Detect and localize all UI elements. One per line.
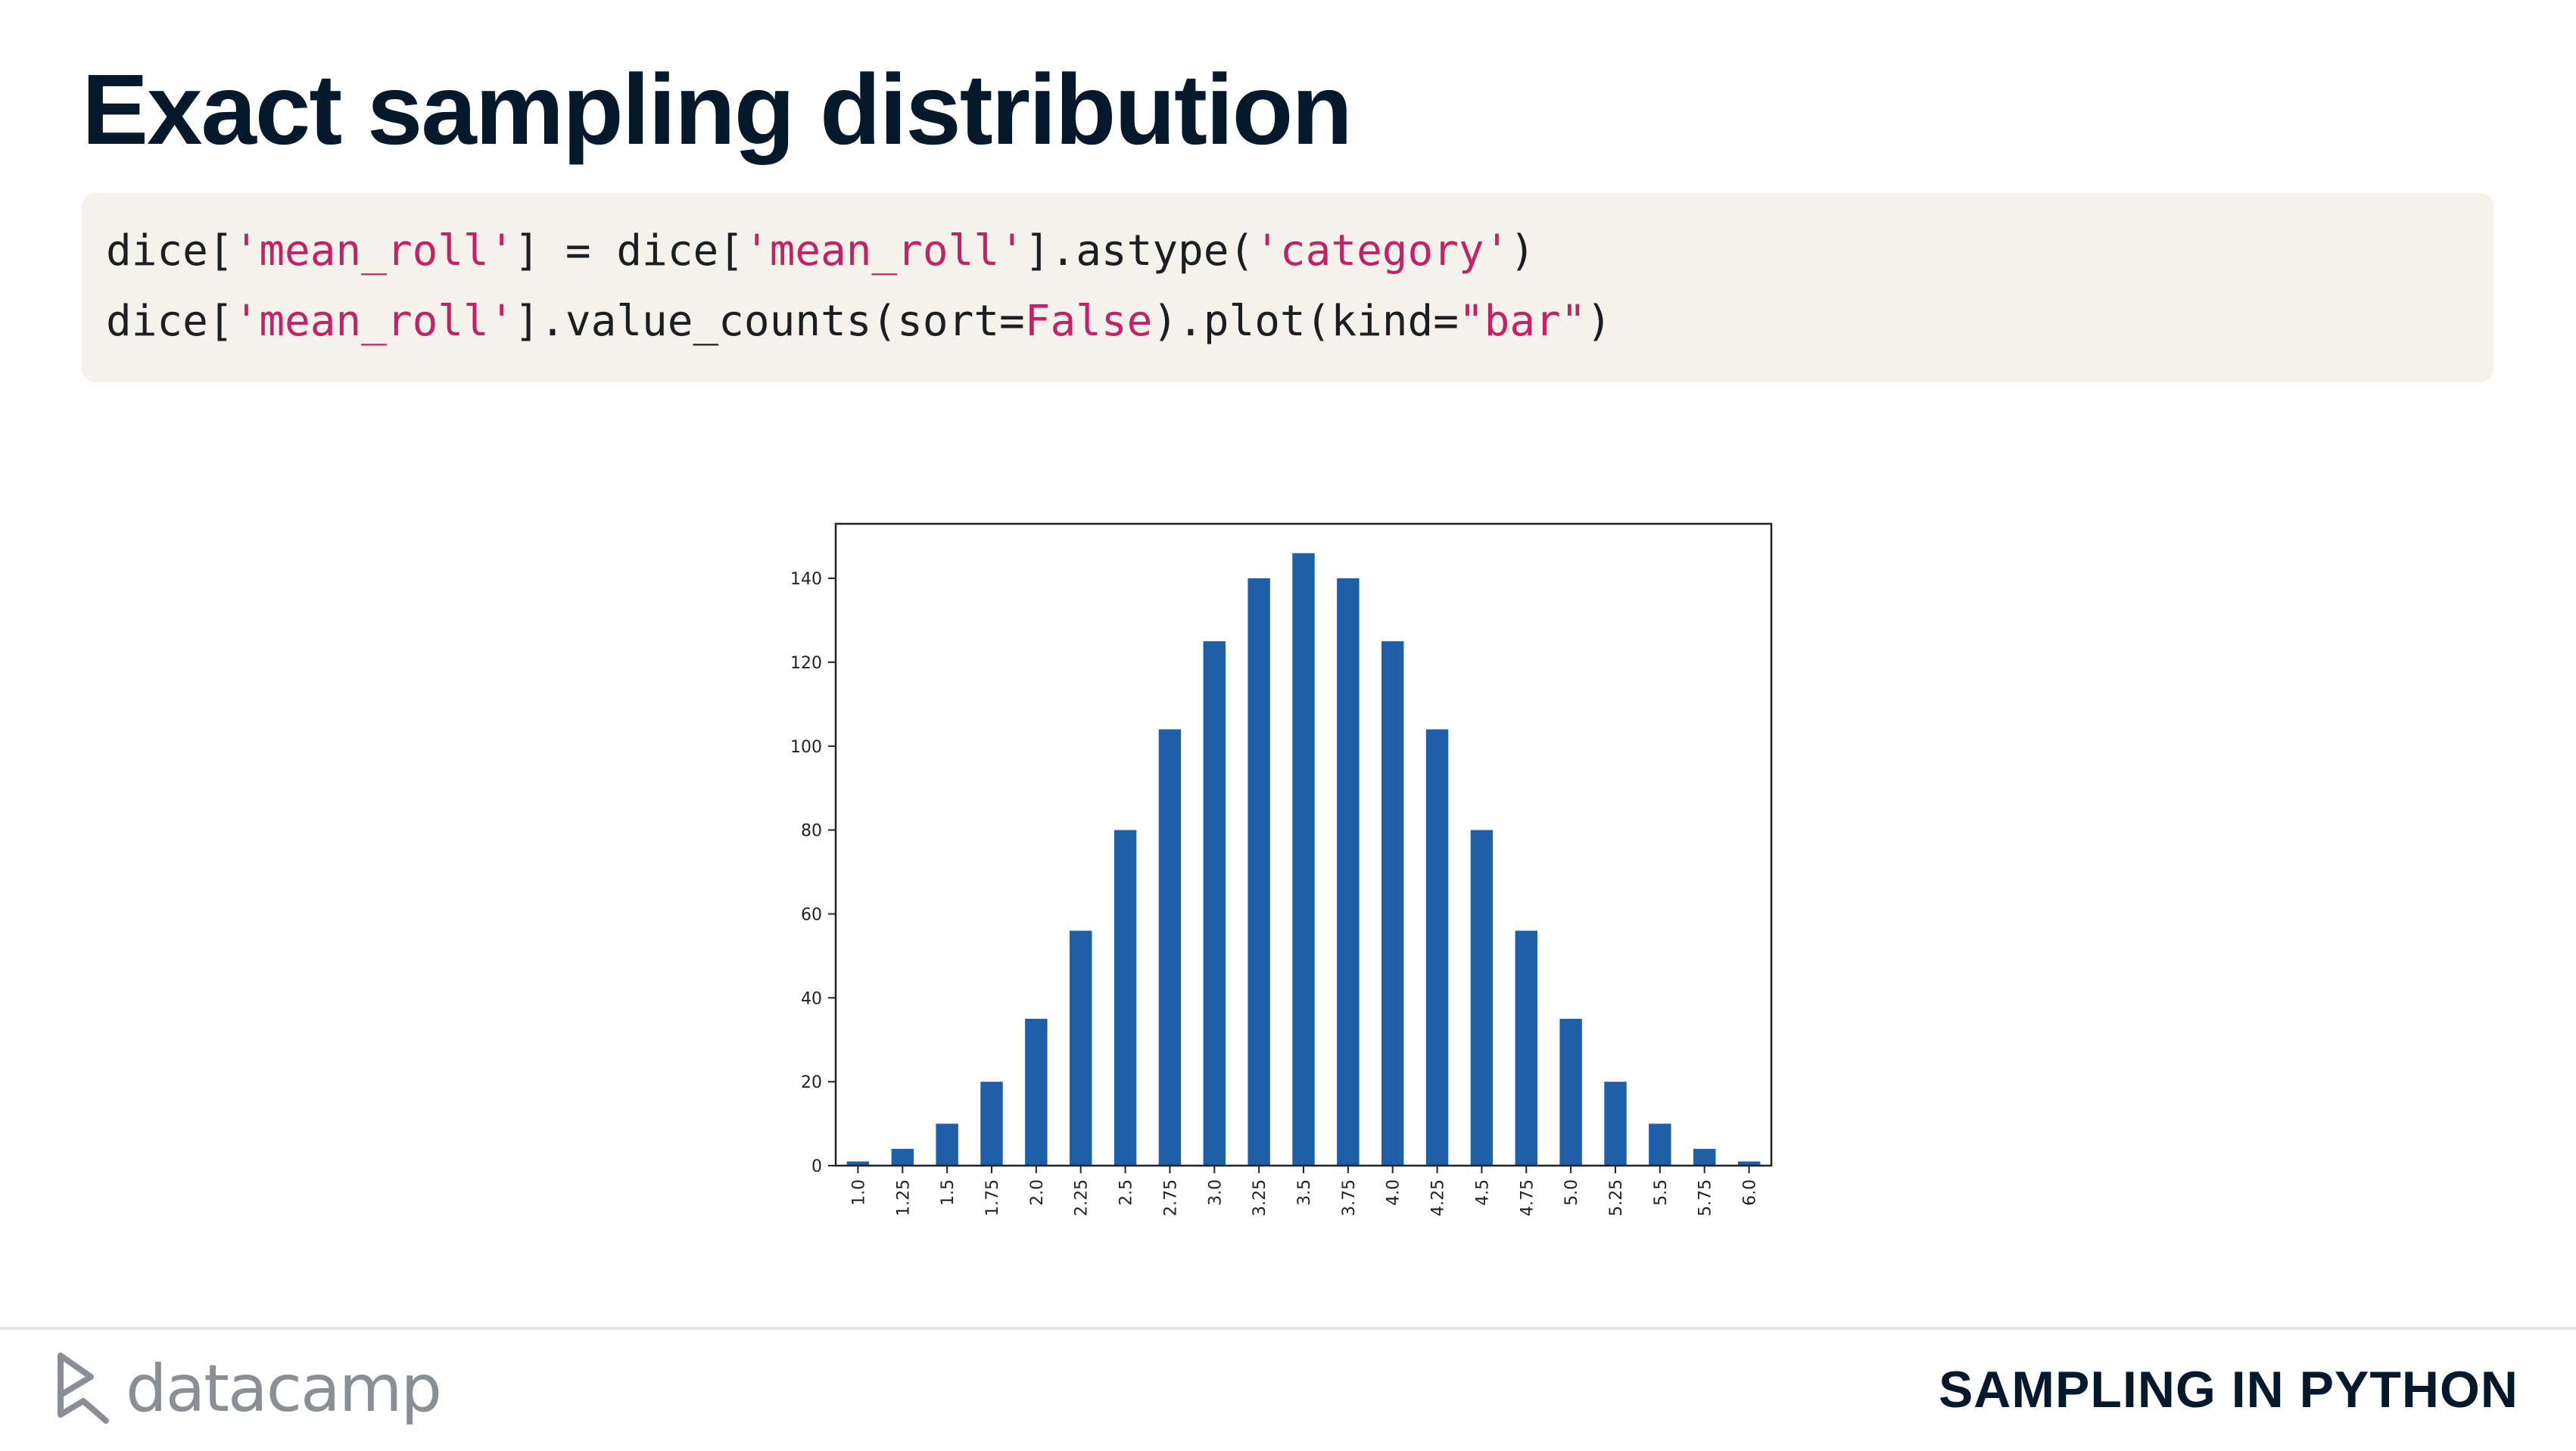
chart-frame <box>834 522 1773 1167</box>
bar-4.5 <box>1470 830 1494 1166</box>
x-tick-label: 3.5 <box>1295 1179 1314 1206</box>
y-tick-label: 80 <box>801 822 822 841</box>
y-tick-label: 120 <box>790 654 822 673</box>
bar-1.25 <box>891 1148 914 1166</box>
chart-bars <box>846 553 1761 1166</box>
x-tick-label: 2.75 <box>1161 1179 1180 1216</box>
bar-5.25 <box>1604 1082 1627 1166</box>
chart-x-axis: 1.0 1.25 1.5 1.75 2.0 2.25 2.5 2.75 3.0 3.25 3.5 3.… <box>849 1166 1760 1216</box>
footer-divider <box>0 1327 2576 1330</box>
code-token: dice[ <box>106 297 234 346</box>
code-token: dice[ <box>106 226 234 276</box>
x-tick-label: 6.0 <box>1741 1179 1760 1206</box>
code-block: dice['mean_roll'] = dice['mean_roll'].as… <box>82 193 2493 382</box>
bar-4.25 <box>1425 729 1449 1166</box>
x-tick-label: 5.25 <box>1607 1179 1626 1216</box>
x-tick-label: 2.25 <box>1073 1179 1092 1216</box>
x-tick-label: 2.0 <box>1028 1179 1047 1206</box>
bar-4.75 <box>1515 930 1537 1166</box>
y-tick-label: 20 <box>801 1073 822 1092</box>
bar-3.5 <box>1292 553 1315 1166</box>
course-name: SAMPLING IN PYTHON <box>1938 1361 2518 1418</box>
x-tick-label: 4.0 <box>1385 1179 1403 1206</box>
datacamp-logo-text: datacamp <box>126 1351 442 1427</box>
code-token: False <box>1024 297 1153 346</box>
x-tick-label: 4.25 <box>1429 1179 1448 1216</box>
datacamp-logo-icon <box>58 1353 109 1424</box>
code-token: 'mean_roll' <box>743 226 1025 276</box>
bar-5.75 <box>1693 1148 1716 1166</box>
bar-3.25 <box>1248 578 1270 1166</box>
x-tick-label: 5.0 <box>1562 1179 1581 1206</box>
code-line-1: dice['mean_roll'] = dice['mean_roll'].as… <box>106 225 1535 278</box>
code-token: 'mean_roll' <box>233 297 515 346</box>
bar-5.5 <box>1649 1123 1671 1166</box>
code-token: ) <box>1509 226 1536 276</box>
y-tick-label: 100 <box>790 738 822 757</box>
x-tick-label: 3.0 <box>1206 1179 1225 1206</box>
bar-2.75 <box>1158 729 1182 1166</box>
x-tick-label: 1.0 <box>849 1179 868 1206</box>
bar-3.0 <box>1203 641 1226 1166</box>
x-tick-label: 1.25 <box>894 1179 913 1216</box>
x-tick-label: 3.25 <box>1251 1179 1269 1216</box>
x-tick-label: 5.5 <box>1652 1179 1671 1206</box>
x-tick-label: 3.75 <box>1340 1179 1359 1216</box>
x-tick-label: 5.75 <box>1696 1179 1715 1216</box>
bar-2.0 <box>1025 1019 1048 1166</box>
code-token: ].value_counts(sort= <box>514 297 1025 346</box>
bar-2.25 <box>1070 930 1092 1166</box>
code-token: ].astype( <box>1024 226 1255 276</box>
code-token: 'category' <box>1254 226 1510 276</box>
bar-6.0 <box>1737 1161 1761 1166</box>
bar-1.75 <box>980 1082 1003 1166</box>
x-tick-label: 1.5 <box>939 1179 958 1206</box>
code-token: "bar" <box>1458 297 1587 346</box>
bar-5.0 <box>1559 1019 1582 1166</box>
bar-3.75 <box>1337 578 1360 1166</box>
code-token: ).plot(kind= <box>1152 297 1459 346</box>
bar-1.0 <box>846 1161 870 1166</box>
x-tick-label: 4.5 <box>1473 1179 1492 1206</box>
slide-title: Exact sampling distribution <box>82 54 1353 165</box>
datacamp-logo: datacamp <box>51 1347 442 1431</box>
bar-2.5 <box>1114 830 1137 1166</box>
code-token: ] = dice[ <box>514 226 744 276</box>
bar-4.0 <box>1381 641 1404 1166</box>
x-tick-label: 2.5 <box>1117 1179 1136 1206</box>
bar-chart: 0 20 40 60 80 100 120 140 1.0 1.25 1.5 1.75 2.0 2.25… <box>790 522 1773 1216</box>
y-tick-label: 40 <box>801 989 822 1008</box>
bar-1.5 <box>936 1123 958 1166</box>
y-tick-label: 140 <box>790 570 822 589</box>
code-line-2: dice['mean_roll'].value_counts(sort=Fals… <box>106 295 1612 348</box>
x-tick-label: 4.75 <box>1518 1179 1537 1216</box>
code-token: ) <box>1586 297 1612 346</box>
code-token: 'mean_roll' <box>233 226 515 276</box>
chart-y-axis: 0 20 40 60 80 100 120 140 <box>790 570 836 1176</box>
y-tick-label: 0 <box>811 1157 822 1176</box>
x-tick-label: 1.75 <box>983 1179 1002 1216</box>
y-tick-label: 60 <box>801 905 822 924</box>
